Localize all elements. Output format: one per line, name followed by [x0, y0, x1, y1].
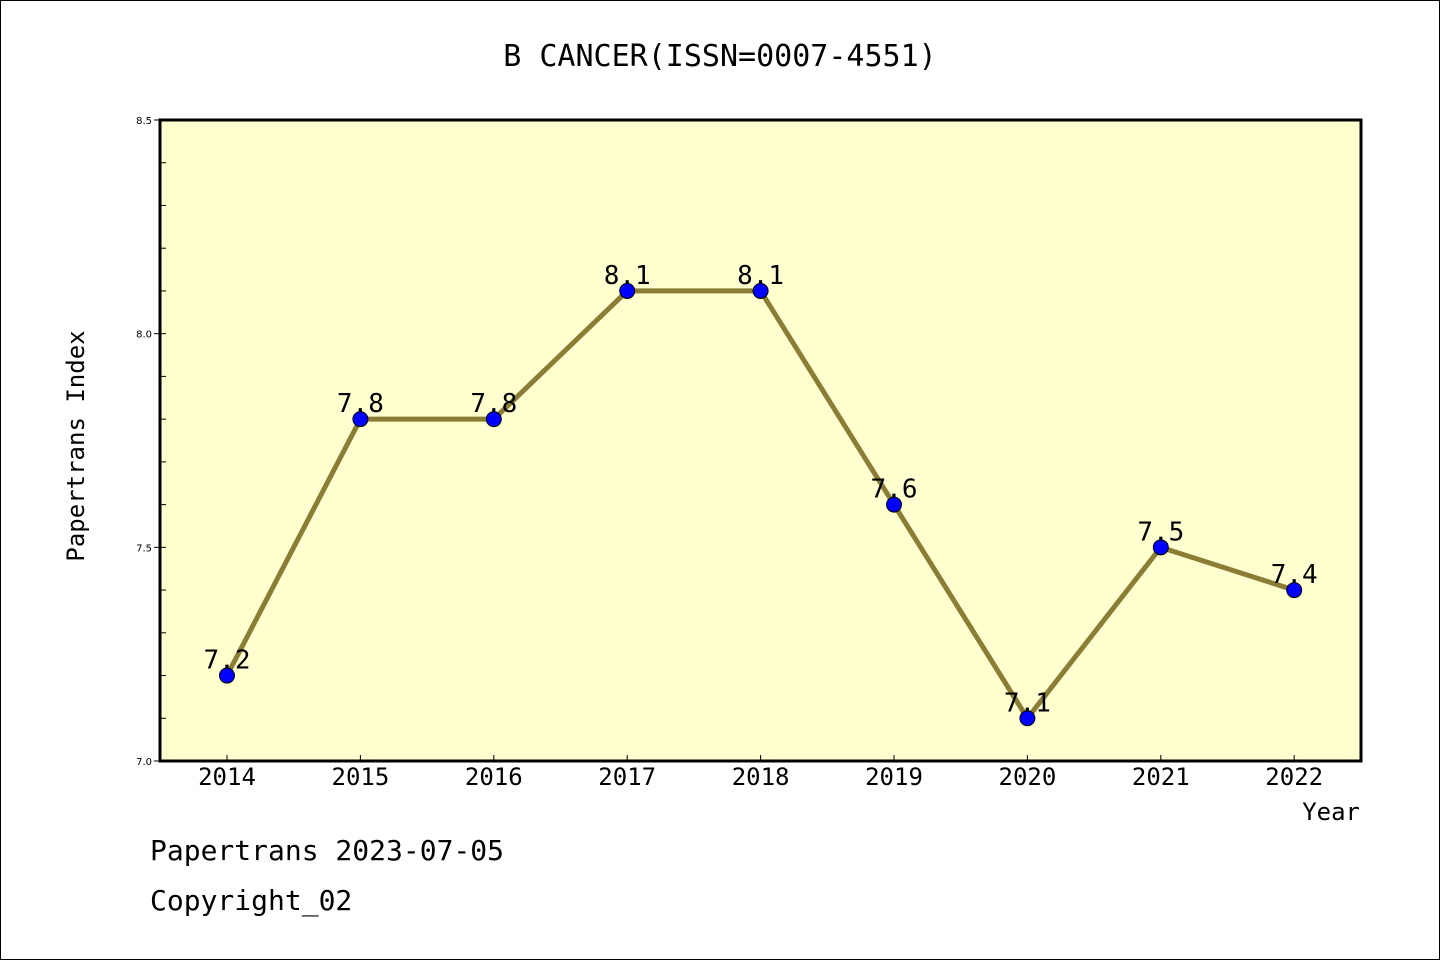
data-point: [619, 282, 636, 299]
y-tick-label: 7.5: [136, 543, 152, 554]
y-tick-label: 7.0: [136, 757, 152, 768]
data-point: [1286, 582, 1303, 599]
y-axis-label: Papertrans Index: [62, 330, 90, 561]
y-tick-label: 8.5: [136, 116, 152, 127]
data-label: 8.1: [604, 261, 651, 291]
x-tick-label: 2019: [865, 763, 923, 791]
x-axis-label: Year: [1302, 798, 1360, 826]
data-points: [219, 282, 1303, 727]
x-tick-label: 2022: [1265, 763, 1323, 791]
data-label: 7.2: [204, 646, 251, 676]
plot-area: [158, 118, 1363, 763]
x-tick-label: 2018: [732, 763, 790, 791]
data-point: [886, 496, 902, 513]
footer-copyright: Copyright_02: [150, 884, 353, 917]
x-axis: 2014 2015 2016 2017 2018 2019 2020 2021 2022: [198, 755, 1323, 791]
data-label: 7.1: [1004, 688, 1051, 718]
x-tick-label: 2014: [198, 763, 256, 791]
x-tick-label: 2017: [598, 763, 656, 791]
data-label: 7.5: [1137, 517, 1184, 547]
data-point: [219, 667, 235, 684]
data-label: 8.1: [737, 261, 784, 291]
footer-date: Papertrans 2023-07-05: [150, 834, 505, 867]
data-point: [752, 282, 769, 299]
data-point: [485, 411, 502, 428]
data-point: [1019, 710, 1036, 727]
data-label: 7.8: [470, 389, 517, 419]
x-tick-label: 2016: [465, 763, 523, 791]
y-tick-label: 8.0: [136, 330, 152, 341]
data-label: 7.8: [337, 389, 384, 419]
y-axis: 7.0 7.5 8.0 8.5: [136, 116, 166, 768]
data-point: [1152, 539, 1169, 556]
chart-title: B CANCER(ISSN=0007-4551): [503, 39, 936, 74]
x-tick-label: 2020: [999, 763, 1057, 791]
x-tick-label: 2015: [332, 763, 390, 791]
data-label: 7.6: [871, 475, 918, 505]
data-labels: 7.2 7.8 7.8 8.1 8.1 7.6 7.1 7.5 7.4: [204, 261, 1318, 718]
data-point: [352, 411, 369, 428]
x-tick-label: 2021: [1132, 763, 1190, 791]
data-label: 7.4: [1271, 560, 1318, 590]
